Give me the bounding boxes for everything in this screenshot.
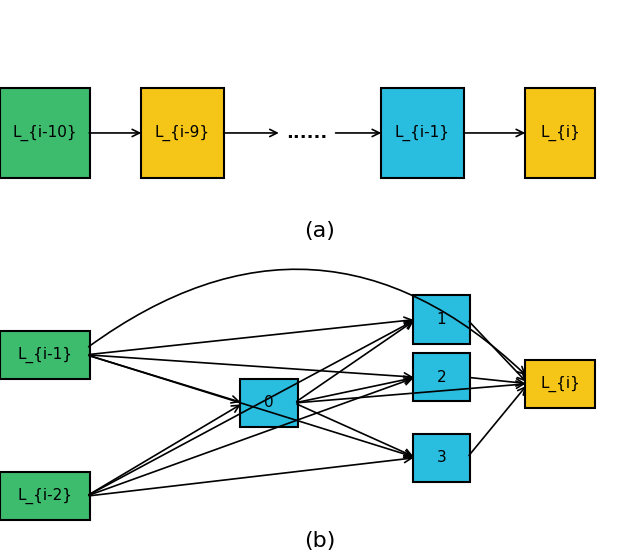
FancyBboxPatch shape <box>413 353 470 401</box>
FancyBboxPatch shape <box>525 88 595 178</box>
Text: L_{i-10}: L_{i-10} <box>13 125 77 141</box>
Text: ......: ...... <box>287 124 328 142</box>
Text: 3: 3 <box>436 450 447 465</box>
FancyBboxPatch shape <box>0 472 90 520</box>
Text: (b): (b) <box>304 531 336 551</box>
Text: 0: 0 <box>264 396 274 411</box>
FancyBboxPatch shape <box>413 433 470 481</box>
Text: L_{i-2}: L_{i-2} <box>17 488 72 504</box>
FancyBboxPatch shape <box>525 360 595 408</box>
Text: L_{i}: L_{i} <box>540 125 580 141</box>
FancyBboxPatch shape <box>240 379 298 427</box>
FancyBboxPatch shape <box>0 88 90 178</box>
Text: (a): (a) <box>305 220 335 240</box>
FancyBboxPatch shape <box>381 88 464 178</box>
Text: 2: 2 <box>436 370 447 385</box>
Text: L_{i-1}: L_{i-1} <box>395 125 450 141</box>
FancyBboxPatch shape <box>141 88 224 178</box>
FancyBboxPatch shape <box>413 295 470 343</box>
FancyBboxPatch shape <box>0 331 90 379</box>
Text: 1: 1 <box>436 312 447 327</box>
Text: L_{i-1}: L_{i-1} <box>17 347 72 363</box>
Text: L_{i-9}: L_{i-9} <box>155 125 210 141</box>
Text: L_{i}: L_{i} <box>540 376 580 392</box>
